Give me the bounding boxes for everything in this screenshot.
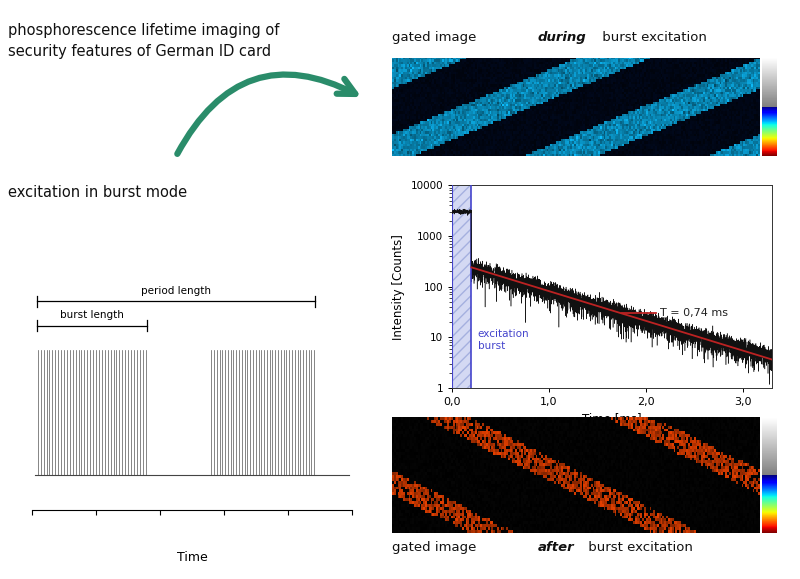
Text: T = 0,74 ms: T = 0,74 ms	[661, 308, 729, 318]
Text: gated image: gated image	[392, 31, 481, 44]
X-axis label: Time [ms]: Time [ms]	[582, 412, 642, 426]
Text: excitation
burst: excitation burst	[478, 329, 530, 351]
Text: during: during	[538, 31, 586, 44]
Text: after: after	[538, 541, 574, 554]
Text: Time: Time	[177, 551, 207, 564]
Y-axis label: Intensity [Counts]: Intensity [Counts]	[392, 234, 405, 339]
Bar	[452, 185, 471, 388]
Text: period length: period length	[141, 285, 211, 296]
Text: phosphorescence lifetime imaging of
security features of German ID card: phosphorescence lifetime imaging of secu…	[8, 23, 279, 59]
Text: excitation in burst mode: excitation in burst mode	[8, 185, 187, 200]
Text: burst excitation: burst excitation	[584, 541, 693, 554]
Text: gated image: gated image	[392, 541, 481, 554]
Bar	[452, 185, 471, 388]
Text: burst excitation: burst excitation	[598, 31, 707, 44]
Text: burst length: burst length	[60, 310, 124, 320]
